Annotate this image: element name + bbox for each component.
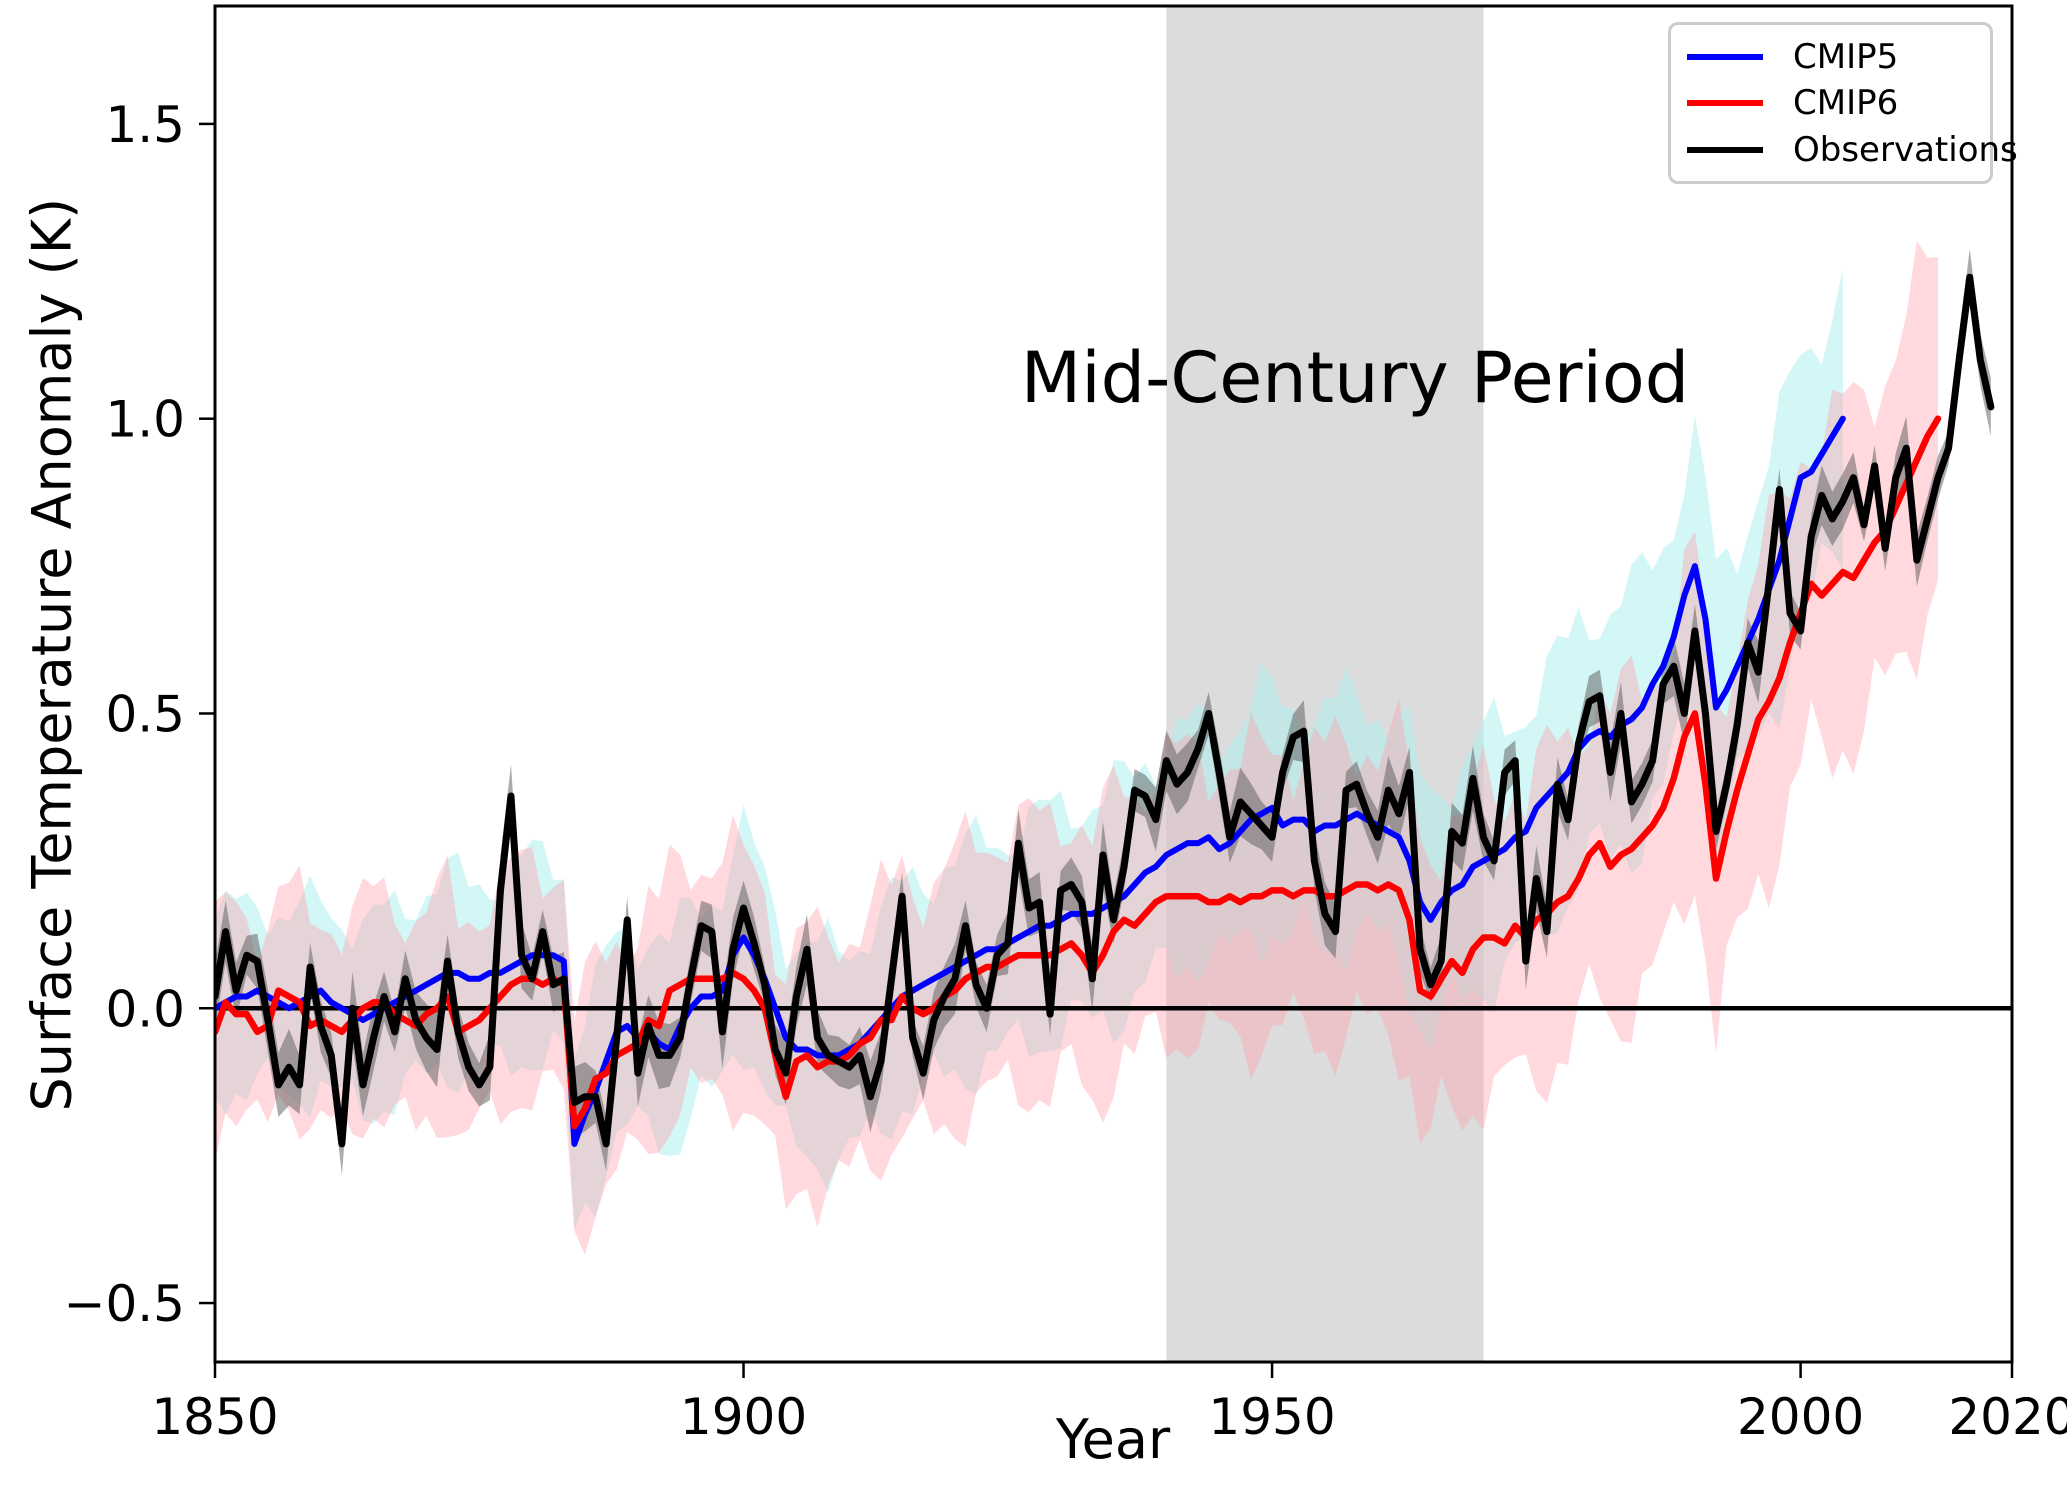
- svg-text:1.5: 1.5: [105, 96, 185, 154]
- legend-swatch-cmip5: [1687, 53, 1763, 60]
- svg-text:1950: 1950: [1208, 1388, 1335, 1446]
- svg-text:2020: 2020: [1948, 1388, 2067, 1446]
- svg-text:0.5: 0.5: [105, 685, 185, 743]
- legend-item-cmip6: CMIP6: [1687, 86, 1974, 120]
- legend-swatch-observations: [1687, 146, 1763, 153]
- x-axis-title: Year: [1055, 1408, 1171, 1471]
- svg-text:1850: 1850: [151, 1388, 278, 1446]
- svg-text:2000: 2000: [1737, 1388, 1864, 1446]
- y-axis-title: Surface Temperature Anomaly (K): [20, 197, 84, 1112]
- svg-text:−0.5: −0.5: [64, 1275, 185, 1333]
- legend-label-observations: Observations: [1793, 129, 2018, 170]
- svg-text:0.0: 0.0: [105, 980, 185, 1038]
- mid-century-annotation: Mid-Century Period: [1020, 337, 1690, 419]
- legend: CMIP5 CMIP6 Observations: [1668, 22, 2018, 184]
- svg-text:1.0: 1.0: [105, 391, 185, 449]
- legend-label-cmip6: CMIP6: [1793, 83, 1899, 123]
- legend-swatch-cmip6: [1687, 100, 1763, 106]
- svg-text:1900: 1900: [680, 1388, 807, 1446]
- legend-label-cmip5: CMIP5: [1793, 36, 1899, 77]
- legend-item-cmip5: CMIP5: [1687, 40, 1974, 74]
- legend-item-observations: Observations: [1687, 133, 2018, 167]
